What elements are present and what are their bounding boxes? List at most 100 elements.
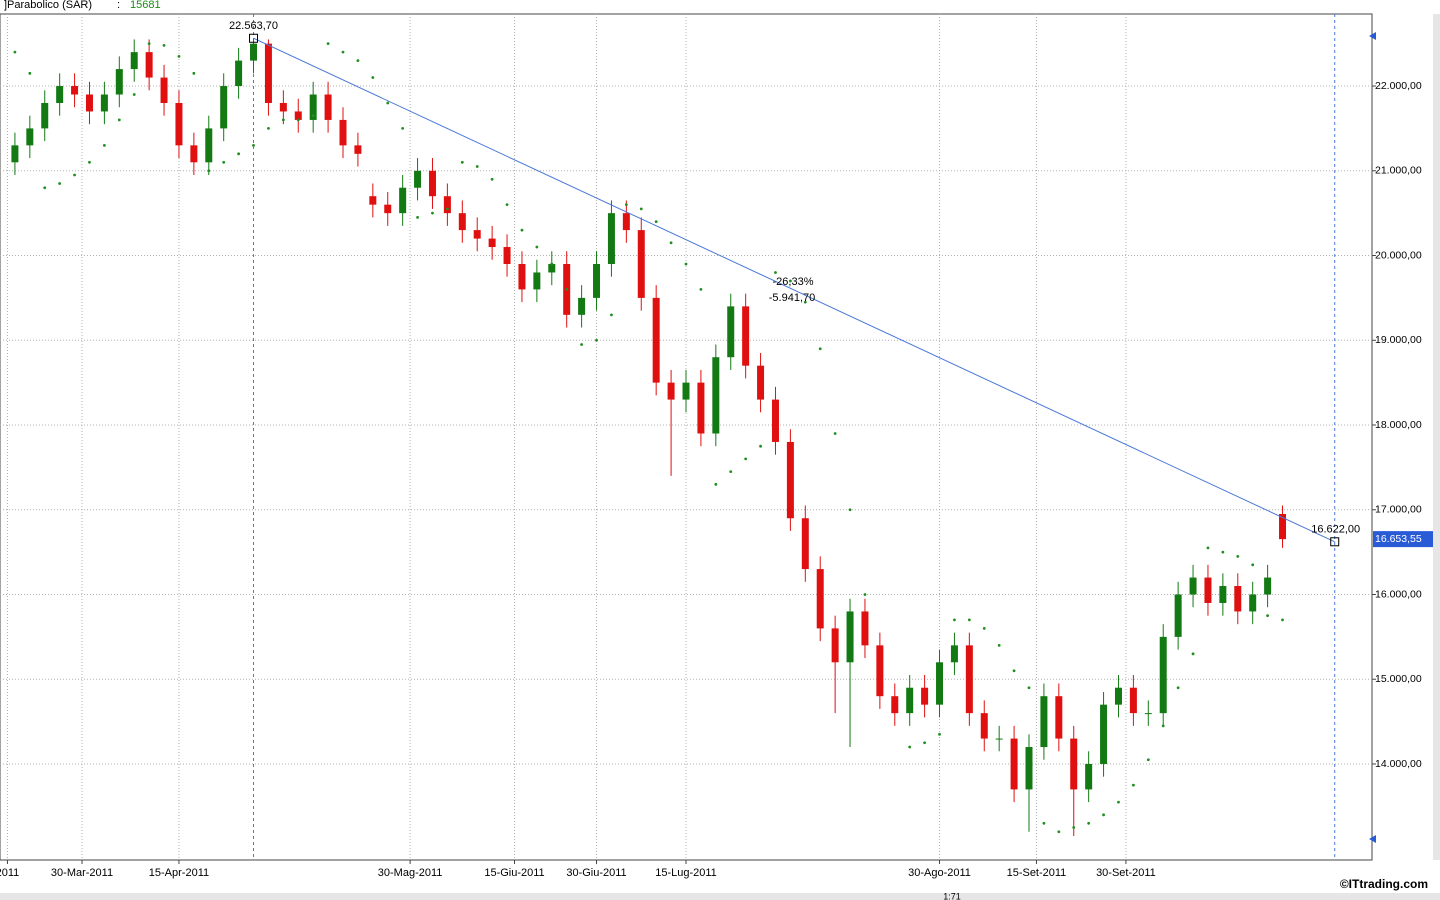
sar-dot	[117, 118, 121, 122]
candle-body	[995, 738, 1003, 740]
candle-body	[1234, 586, 1242, 612]
sar-dot	[386, 101, 390, 105]
candle-body	[652, 297, 660, 383]
candle-body	[369, 196, 377, 205]
sar-dot	[445, 207, 449, 211]
y-tick-label: 20.000,00	[1375, 249, 1422, 261]
candle-body	[26, 128, 34, 146]
sar-dot	[803, 300, 807, 304]
candle-body	[518, 263, 526, 290]
sar-dot	[147, 42, 151, 46]
sar-dot	[416, 215, 419, 219]
sar-dot	[729, 470, 733, 474]
sar-dot	[1236, 554, 1240, 558]
sar-dot	[341, 50, 345, 54]
sar-dot	[1146, 758, 1150, 762]
candle-body	[354, 145, 362, 154]
sar-dot	[669, 241, 673, 245]
indicator-name: ]Parabolico (SAR)	[4, 0, 92, 11]
trend-handle	[1330, 537, 1340, 547]
y-tick-label: 22.000,00	[1375, 80, 1422, 92]
candle-body	[950, 645, 958, 663]
x-tick-label: 30-Mag-2011	[378, 867, 443, 879]
candle-body	[1040, 696, 1048, 748]
trend-line	[253, 37, 1335, 543]
sar-dot	[267, 127, 270, 130]
sar-dot	[371, 76, 375, 79]
candle-body	[1264, 577, 1272, 595]
candle-body	[1055, 696, 1063, 739]
sar-dot	[595, 338, 598, 342]
candle-body	[607, 213, 615, 264]
y-tick-label: 18.000,00	[1375, 419, 1422, 431]
x-tick-label: 2011	[0, 867, 19, 879]
sar-dot	[520, 228, 524, 232]
candle-body	[428, 170, 436, 197]
sar-dot	[1057, 830, 1061, 834]
sar-dot	[759, 444, 762, 448]
x-tick-label: 15-Apr-2011	[149, 867, 209, 879]
candle-body	[309, 94, 317, 120]
candle-body	[1204, 577, 1212, 603]
candle-body	[622, 213, 630, 231]
candle-body	[294, 111, 302, 120]
sar-dot	[460, 160, 464, 164]
sar-dot	[938, 732, 941, 736]
candle-body	[876, 645, 884, 697]
annotation: -26,33%	[773, 276, 814, 288]
sar-dot	[774, 271, 777, 274]
y-tick-label: 19.000,00	[1375, 334, 1422, 346]
sar-dot	[654, 220, 658, 224]
sar-dot	[207, 169, 211, 173]
sar-dot	[73, 173, 76, 177]
sar-dot	[1012, 669, 1016, 673]
candle-body	[816, 569, 824, 629]
sar-dot	[1042, 821, 1046, 825]
sar-dot	[848, 508, 852, 512]
candle-body	[414, 170, 422, 188]
sar-dot	[1206, 546, 1210, 550]
candle-body	[130, 52, 138, 70]
right-scrollbar[interactable]	[1433, 14, 1440, 860]
sar-dot	[1281, 618, 1284, 622]
sar-dot	[102, 143, 106, 147]
sar-dot	[550, 262, 554, 266]
x-tick-label: 30-Set-2011	[1096, 867, 1156, 879]
sar-dot	[252, 143, 255, 147]
candle-body	[160, 77, 168, 103]
annotation: -5.941,70	[769, 292, 815, 304]
sar-dot	[908, 745, 912, 749]
sar-dot	[1027, 686, 1031, 690]
candle-body	[1100, 704, 1108, 764]
candle-body	[1249, 594, 1257, 612]
bottom-scrollbar[interactable]	[0, 893, 1440, 900]
sar-dot	[744, 457, 748, 461]
candle-body	[56, 86, 64, 103]
candle-body	[1114, 687, 1122, 705]
candle-body	[682, 382, 690, 400]
candle-body	[473, 230, 481, 239]
candle-body	[786, 441, 794, 519]
candle-body	[801, 518, 809, 570]
candle-body	[1159, 636, 1167, 714]
candle-body	[533, 272, 541, 290]
sar-dot	[1072, 826, 1076, 829]
axis-arrow	[1369, 835, 1376, 843]
credit: ©ITtrading.com	[1340, 877, 1428, 891]
y-tick-label: 17.000,00	[1375, 504, 1422, 516]
sar-dot	[162, 43, 166, 47]
y-tick-label: 21.000,00	[1375, 165, 1422, 177]
sar-dot	[177, 54, 181, 58]
annotation: 16.622,00	[1311, 524, 1360, 536]
candle-body	[891, 696, 899, 714]
candle-body	[846, 611, 854, 663]
sar-dot	[401, 127, 405, 130]
sar-dot	[58, 182, 62, 185]
candle-body	[190, 145, 198, 163]
sar-dot	[535, 245, 539, 249]
annotation: 22.563,70	[229, 20, 278, 32]
candle-body	[980, 713, 988, 739]
candle-body	[458, 213, 466, 231]
sar-dot	[1161, 724, 1165, 728]
candle-body	[1144, 713, 1152, 715]
